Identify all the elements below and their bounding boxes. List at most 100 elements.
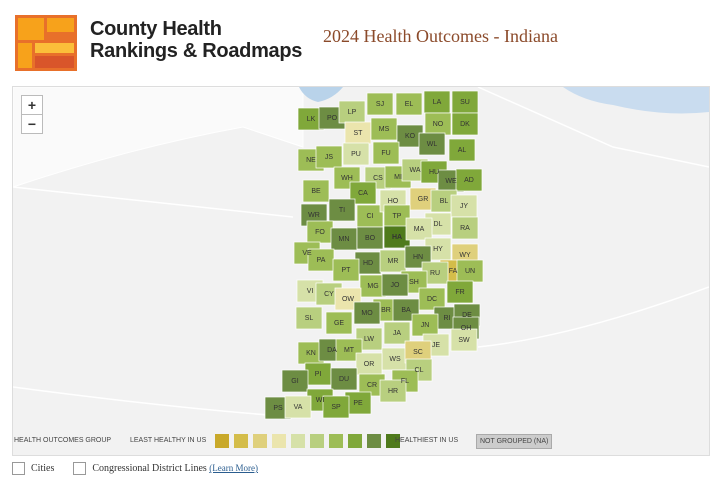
legend-swatch bbox=[234, 434, 248, 448]
legend-low: LEAST HEALTHY IN US bbox=[130, 437, 207, 444]
county[interactable] bbox=[284, 395, 312, 419]
county-label: MS bbox=[379, 126, 390, 133]
county-label: FR bbox=[455, 289, 464, 296]
zoom-out[interactable]: − bbox=[21, 114, 43, 134]
legend-na: NOT GROUPED (NA) bbox=[476, 434, 553, 449]
county[interactable] bbox=[451, 216, 479, 240]
county[interactable] bbox=[372, 141, 400, 165]
logo-title: County Health Rankings & Roadmaps bbox=[90, 18, 302, 62]
county-label: DC bbox=[427, 296, 437, 303]
legend-swatch bbox=[291, 434, 305, 448]
county[interactable] bbox=[356, 226, 384, 250]
county[interactable] bbox=[322, 395, 350, 419]
county-label: TP bbox=[393, 213, 402, 220]
county[interactable] bbox=[295, 306, 323, 330]
legend-title: HEALTH OUTCOMES GROUP bbox=[14, 437, 112, 444]
zoom-in[interactable]: + bbox=[21, 95, 43, 115]
county-label: DE bbox=[462, 312, 472, 319]
legend-swatch bbox=[348, 434, 362, 448]
county-label: KO bbox=[405, 133, 416, 140]
county-label: GE bbox=[334, 320, 344, 327]
county[interactable] bbox=[379, 379, 407, 403]
county[interactable] bbox=[366, 92, 394, 116]
county[interactable] bbox=[353, 301, 381, 325]
county[interactable] bbox=[451, 112, 479, 136]
county-label: MO bbox=[361, 310, 373, 317]
county[interactable] bbox=[381, 273, 409, 297]
county-label: LP bbox=[348, 109, 357, 116]
lake-erie bbox=[563, 87, 709, 114]
county-label: PI bbox=[315, 371, 322, 378]
county[interactable] bbox=[332, 258, 360, 282]
county[interactable] bbox=[315, 145, 343, 169]
county-label: CS bbox=[373, 175, 383, 182]
county-label: SJ bbox=[376, 101, 384, 108]
county[interactable] bbox=[325, 311, 353, 335]
county[interactable] bbox=[395, 92, 423, 116]
page-title: 2024 Health Outcomes - Indiana bbox=[323, 26, 558, 46]
county[interactable] bbox=[448, 138, 476, 162]
footer: Cities Congressional District Lines (Lea… bbox=[12, 462, 258, 475]
county-label: SU bbox=[460, 99, 470, 106]
county-label: VA bbox=[294, 404, 303, 411]
county[interactable] bbox=[418, 132, 446, 156]
lake-michigan bbox=[299, 87, 343, 102]
county-label: MI bbox=[394, 174, 402, 181]
county[interactable] bbox=[349, 181, 377, 205]
layer-label[interactable]: Congressional District Lines bbox=[92, 462, 207, 474]
county-label: MR bbox=[388, 258, 399, 265]
county-label: VI bbox=[307, 288, 314, 295]
county-label: CL bbox=[415, 367, 424, 374]
county-label: RU bbox=[430, 270, 440, 277]
county[interactable] bbox=[330, 367, 358, 391]
county[interactable] bbox=[446, 280, 474, 304]
county-label: WL bbox=[427, 141, 438, 148]
county-label: LW bbox=[364, 336, 374, 343]
county-label: JY bbox=[460, 203, 469, 210]
county-label: FU bbox=[381, 150, 390, 157]
county-label: PO bbox=[327, 115, 338, 122]
county[interactable] bbox=[450, 328, 478, 352]
learn-more-link[interactable]: (Learn More) bbox=[209, 462, 259, 473]
county[interactable] bbox=[281, 369, 309, 393]
checkbox[interactable] bbox=[12, 462, 25, 475]
county-label: HR bbox=[388, 388, 398, 395]
county[interactable] bbox=[405, 217, 433, 241]
county-label: RA bbox=[460, 225, 470, 232]
legend-swatch bbox=[367, 434, 381, 448]
county[interactable] bbox=[342, 142, 370, 166]
county-label: HU bbox=[429, 169, 439, 176]
county-label: HO bbox=[388, 198, 399, 205]
county-label: CR bbox=[367, 382, 377, 389]
map[interactable]: LK PO LP SJ EL LA SU ST MS KO NO DK NE JS PU FU WL AL WH CS… bbox=[12, 86, 710, 456]
county-label: PU bbox=[351, 151, 361, 158]
county[interactable] bbox=[328, 198, 356, 222]
county-label: PS bbox=[273, 405, 283, 412]
layer-label[interactable]: Cities bbox=[31, 462, 55, 474]
county-label: BO bbox=[365, 235, 376, 242]
legend-high: HEALTHIEST IN US bbox=[395, 437, 459, 444]
county-label: SC bbox=[413, 349, 423, 356]
county-label: JN bbox=[421, 322, 430, 329]
legend-swatch bbox=[386, 434, 400, 448]
county[interactable] bbox=[335, 338, 363, 362]
county-label: DA bbox=[327, 347, 337, 354]
county-label: HY bbox=[433, 246, 443, 253]
county-label: CA bbox=[358, 190, 368, 197]
county-label: SL bbox=[305, 315, 314, 322]
county[interactable] bbox=[302, 179, 330, 203]
county-label: CY bbox=[324, 291, 334, 298]
county[interactable] bbox=[455, 168, 483, 192]
county-label: RI bbox=[444, 315, 451, 322]
map-canvas: LK PO LP SJ EL LA SU ST MS KO NO DK NE JS PU FU WL AL WH CS… bbox=[13, 87, 709, 420]
county-label: AL bbox=[458, 147, 467, 154]
county-label: PA bbox=[317, 257, 326, 264]
legend-swatch bbox=[215, 434, 229, 448]
county-label: OR bbox=[364, 361, 375, 368]
county-label: KN bbox=[306, 350, 316, 357]
logo bbox=[15, 15, 77, 71]
county-label: CI bbox=[367, 213, 374, 220]
county-label: WA bbox=[409, 167, 420, 174]
checkbox[interactable] bbox=[73, 462, 87, 475]
county[interactable] bbox=[383, 321, 411, 345]
